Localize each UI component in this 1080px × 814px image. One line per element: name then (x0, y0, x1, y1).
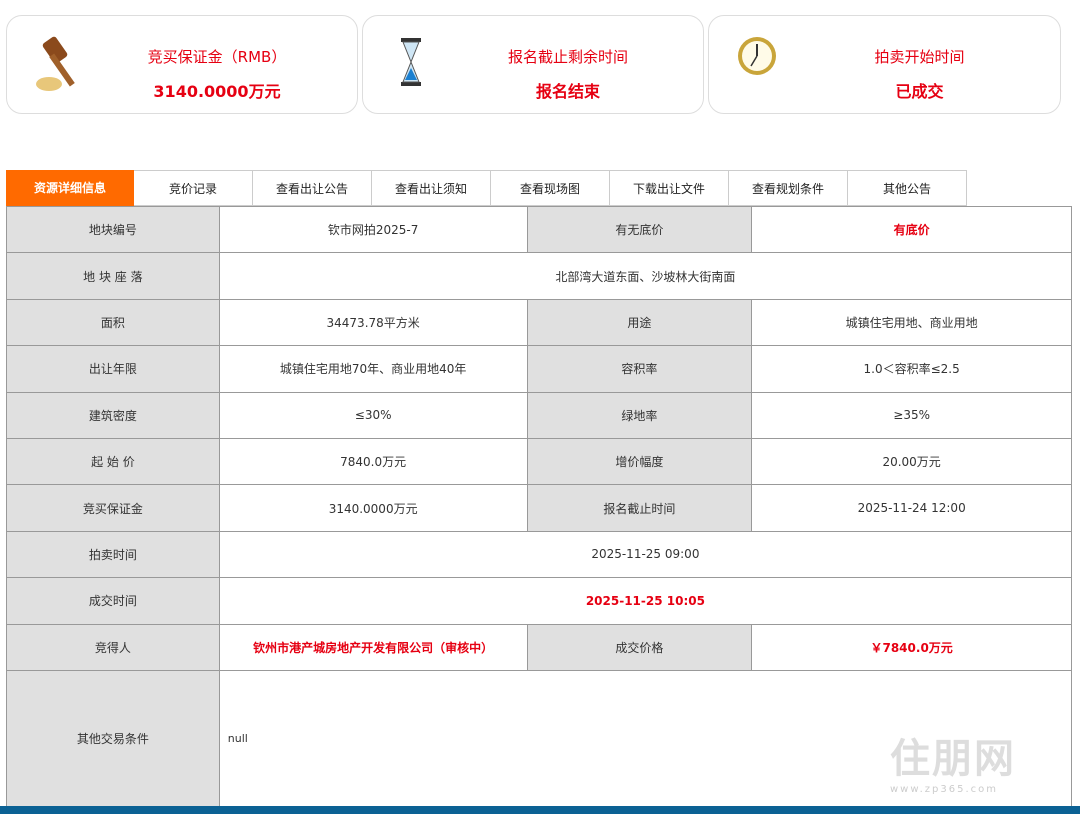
label: 绿地率 (526, 391, 753, 439)
label: 其他交易条件 (6, 669, 220, 807)
table-row: 地 块 座 落北部湾大道东面、沙坡林大街南面 (6, 252, 1073, 300)
table-row: 地块编号 钦市网拍2025-7 有无底价 有底价 (6, 205, 1072, 254)
table-row: 建筑密度 ≤30% 绿地率 ≥35% (6, 391, 1072, 439)
table-row: 竞得人 钦州市港产城房地产开发有限公司（审核中） 成交价格 ￥7840.0万元 (6, 623, 1072, 671)
gavel-icon (36, 36, 75, 91)
label: 成交时间 (6, 577, 220, 625)
table-row: 拍卖时间 2025-11-25 09:00 (6, 530, 1073, 579)
registration-card: 报名截止剩余时间 报名结束 (362, 15, 704, 114)
value: 2025-11-24 12:00 (751, 484, 1072, 532)
watermark-logo: 住朋网 www.zp365.com (890, 726, 1016, 795)
label: 报名截止时间 (526, 484, 753, 532)
tab-resource-details[interactable]: 资源详细信息 (6, 170, 134, 206)
value: ≥35% (751, 391, 1072, 439)
value: 1.0＜容积率≤2.5 (751, 345, 1072, 393)
value: ≤30% (218, 391, 528, 439)
value: 7840.0万元 (218, 437, 528, 486)
label: 面积 (6, 298, 220, 347)
value: 北部湾大道东面、沙坡林大街南面 (218, 252, 1073, 300)
value: 城镇住宅用地70年、商业用地40年 (218, 345, 528, 393)
table-row: 竞买保证金 3140.0000万元 报名截止时间 2025-11-24 12:00 (6, 484, 1072, 532)
value: 34473.78平方米 (218, 298, 528, 347)
winner: 钦州市港产城房地产开发有限公司（审核中） (218, 623, 528, 671)
tab-site-map[interactable]: 查看现场图 (491, 170, 610, 206)
card-value: 3140.0000万元 (153, 82, 281, 101)
logo-text: 住朋网 (890, 736, 1016, 782)
label: 拍卖时间 (6, 530, 220, 579)
table-row: 其他交易条件 null (6, 669, 1073, 807)
tab-bar: 资源详细信息 竞价记录 查看出让公告 查看出让须知 查看现场图 下载出让文件 查… (6, 170, 967, 206)
label: 成交价格 (526, 623, 753, 671)
table-row: 起 始 价 7840.0万元 增价幅度 20.00万元 (6, 437, 1072, 486)
card-value: 报名结束 (535, 82, 600, 101)
value: 钦市网拍2025-7 (218, 205, 528, 254)
label: 竞得人 (6, 623, 220, 671)
value: 3140.0000万元 (218, 484, 528, 532)
value: 有底价 (751, 205, 1072, 254)
label: 增价幅度 (526, 437, 753, 486)
card-value: 已成交 (895, 82, 944, 101)
hourglass-icon (401, 38, 421, 86)
footer-bar (0, 806, 1080, 814)
value: 20.00万元 (751, 437, 1072, 486)
tab-other[interactable]: 其他公告 (848, 170, 967, 206)
card-title: 拍卖开始时间 (874, 48, 965, 66)
tab-planning[interactable]: 查看规划条件 (729, 170, 848, 206)
details-table: 地块编号 钦市网拍2025-7 有无底价 有底价 地 块 座 落北部湾大道东面、沙坡林… (6, 205, 1073, 807)
label: 建筑密度 (6, 391, 220, 439)
tab-download-files[interactable]: 下载出让文件 (610, 170, 729, 206)
value: 2025-11-25 10:05 (218, 577, 1073, 625)
value: 2025-11-25 09:00 (218, 530, 1073, 579)
tab-bid-records[interactable]: 竞价记录 (134, 170, 253, 206)
label: 地 块 座 落 (6, 252, 220, 300)
value: ￥7840.0万元 (751, 623, 1072, 671)
tab-notice[interactable]: 查看出让须知 (372, 170, 491, 206)
auction-start-card: 拍卖开始时间 已成交 (708, 15, 1061, 114)
label: 有无底价 (526, 205, 753, 254)
value: null (218, 669, 1073, 807)
card-title: 竞买保证金（RMB） (147, 48, 287, 66)
label: 起 始 价 (6, 437, 220, 486)
table-row: 面积 34473.78平方米 用途 城镇住宅用地、商业用地 (6, 298, 1072, 347)
card-title: 报名截止剩余时间 (507, 48, 628, 66)
value: 城镇住宅用地、商业用地 (751, 298, 1072, 347)
table-row: 出让年限 城镇住宅用地70年、商业用地40年 容积率 1.0＜容积率≤2.5 (6, 345, 1072, 393)
logo-url: www.zp365.com (890, 784, 999, 795)
label: 出让年限 (6, 345, 220, 393)
label: 竞买保证金 (6, 484, 220, 532)
table-row: 成交时间 2025-11-25 10:05 (6, 577, 1073, 625)
deposit-card: 竞买保证金（RMB） 3140.0000万元 (6, 15, 358, 114)
label: 容积率 (526, 345, 753, 393)
clock-icon (738, 37, 776, 75)
label: 用途 (526, 298, 753, 347)
label: 地块编号 (6, 205, 220, 254)
tab-announcement[interactable]: 查看出让公告 (253, 170, 372, 206)
